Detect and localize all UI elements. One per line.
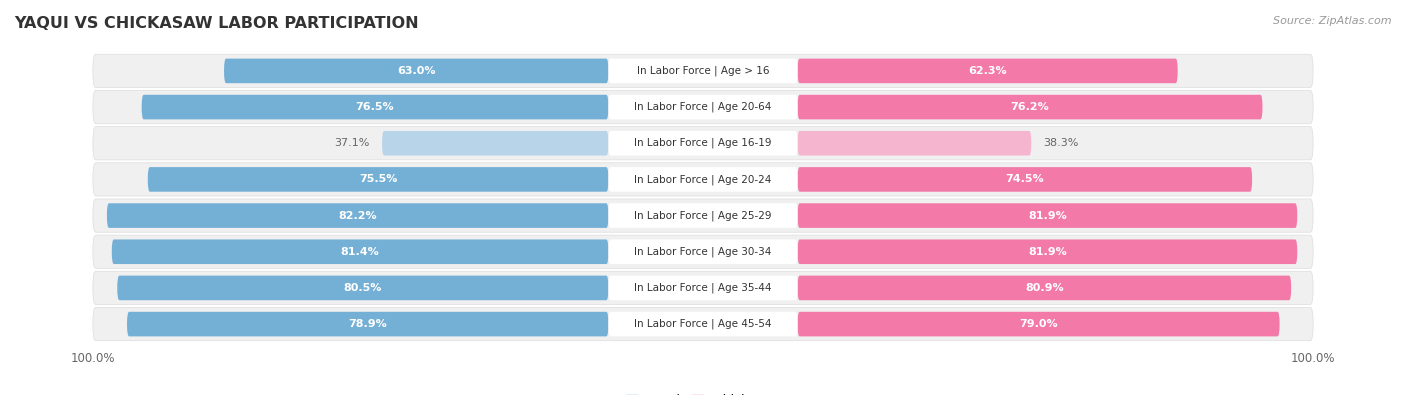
- FancyBboxPatch shape: [797, 95, 1263, 119]
- FancyBboxPatch shape: [93, 127, 1313, 160]
- FancyBboxPatch shape: [797, 58, 1178, 83]
- FancyBboxPatch shape: [127, 312, 609, 337]
- FancyBboxPatch shape: [609, 167, 797, 192]
- Text: 81.4%: 81.4%: [340, 247, 380, 257]
- Legend: Yaqui, Chickasaw: Yaqui, Chickasaw: [626, 394, 780, 395]
- FancyBboxPatch shape: [609, 95, 797, 119]
- FancyBboxPatch shape: [117, 276, 609, 300]
- FancyBboxPatch shape: [797, 203, 1298, 228]
- FancyBboxPatch shape: [797, 239, 1298, 264]
- Text: Source: ZipAtlas.com: Source: ZipAtlas.com: [1274, 16, 1392, 26]
- Text: In Labor Force | Age 20-24: In Labor Force | Age 20-24: [634, 174, 772, 185]
- Text: In Labor Force | Age > 16: In Labor Force | Age > 16: [637, 66, 769, 76]
- FancyBboxPatch shape: [93, 271, 1313, 305]
- Text: 75.5%: 75.5%: [359, 175, 398, 184]
- Text: 81.9%: 81.9%: [1028, 247, 1067, 257]
- FancyBboxPatch shape: [224, 58, 609, 83]
- Text: 80.5%: 80.5%: [343, 283, 382, 293]
- FancyBboxPatch shape: [111, 239, 609, 264]
- Text: 37.1%: 37.1%: [335, 138, 370, 148]
- Text: 62.3%: 62.3%: [969, 66, 1007, 76]
- Text: YAQUI VS CHICKASAW LABOR PARTICIPATION: YAQUI VS CHICKASAW LABOR PARTICIPATION: [14, 16, 419, 31]
- FancyBboxPatch shape: [93, 235, 1313, 268]
- Text: 78.9%: 78.9%: [349, 319, 387, 329]
- Text: In Labor Force | Age 35-44: In Labor Force | Age 35-44: [634, 283, 772, 293]
- FancyBboxPatch shape: [609, 312, 797, 337]
- Text: 38.3%: 38.3%: [1043, 138, 1078, 148]
- FancyBboxPatch shape: [382, 131, 609, 156]
- Text: 74.5%: 74.5%: [1005, 175, 1045, 184]
- Text: 79.0%: 79.0%: [1019, 319, 1057, 329]
- FancyBboxPatch shape: [609, 203, 797, 228]
- FancyBboxPatch shape: [797, 131, 1031, 156]
- Text: In Labor Force | Age 30-34: In Labor Force | Age 30-34: [634, 246, 772, 257]
- Text: 76.5%: 76.5%: [356, 102, 394, 112]
- Text: In Labor Force | Age 45-54: In Labor Force | Age 45-54: [634, 319, 772, 329]
- Text: 63.0%: 63.0%: [396, 66, 436, 76]
- FancyBboxPatch shape: [797, 276, 1291, 300]
- FancyBboxPatch shape: [93, 163, 1313, 196]
- FancyBboxPatch shape: [609, 239, 797, 264]
- FancyBboxPatch shape: [609, 58, 797, 83]
- Text: 81.9%: 81.9%: [1028, 211, 1067, 220]
- FancyBboxPatch shape: [93, 54, 1313, 88]
- FancyBboxPatch shape: [148, 167, 609, 192]
- FancyBboxPatch shape: [93, 199, 1313, 232]
- FancyBboxPatch shape: [142, 95, 609, 119]
- Text: In Labor Force | Age 20-64: In Labor Force | Age 20-64: [634, 102, 772, 112]
- FancyBboxPatch shape: [609, 131, 797, 156]
- Text: In Labor Force | Age 25-29: In Labor Force | Age 25-29: [634, 210, 772, 221]
- FancyBboxPatch shape: [797, 167, 1253, 192]
- FancyBboxPatch shape: [93, 307, 1313, 341]
- Text: 76.2%: 76.2%: [1011, 102, 1049, 112]
- FancyBboxPatch shape: [609, 276, 797, 300]
- FancyBboxPatch shape: [107, 203, 609, 228]
- FancyBboxPatch shape: [797, 312, 1279, 337]
- FancyBboxPatch shape: [93, 90, 1313, 124]
- Text: 82.2%: 82.2%: [339, 211, 377, 220]
- Text: In Labor Force | Age 16-19: In Labor Force | Age 16-19: [634, 138, 772, 149]
- Text: 80.9%: 80.9%: [1025, 283, 1064, 293]
